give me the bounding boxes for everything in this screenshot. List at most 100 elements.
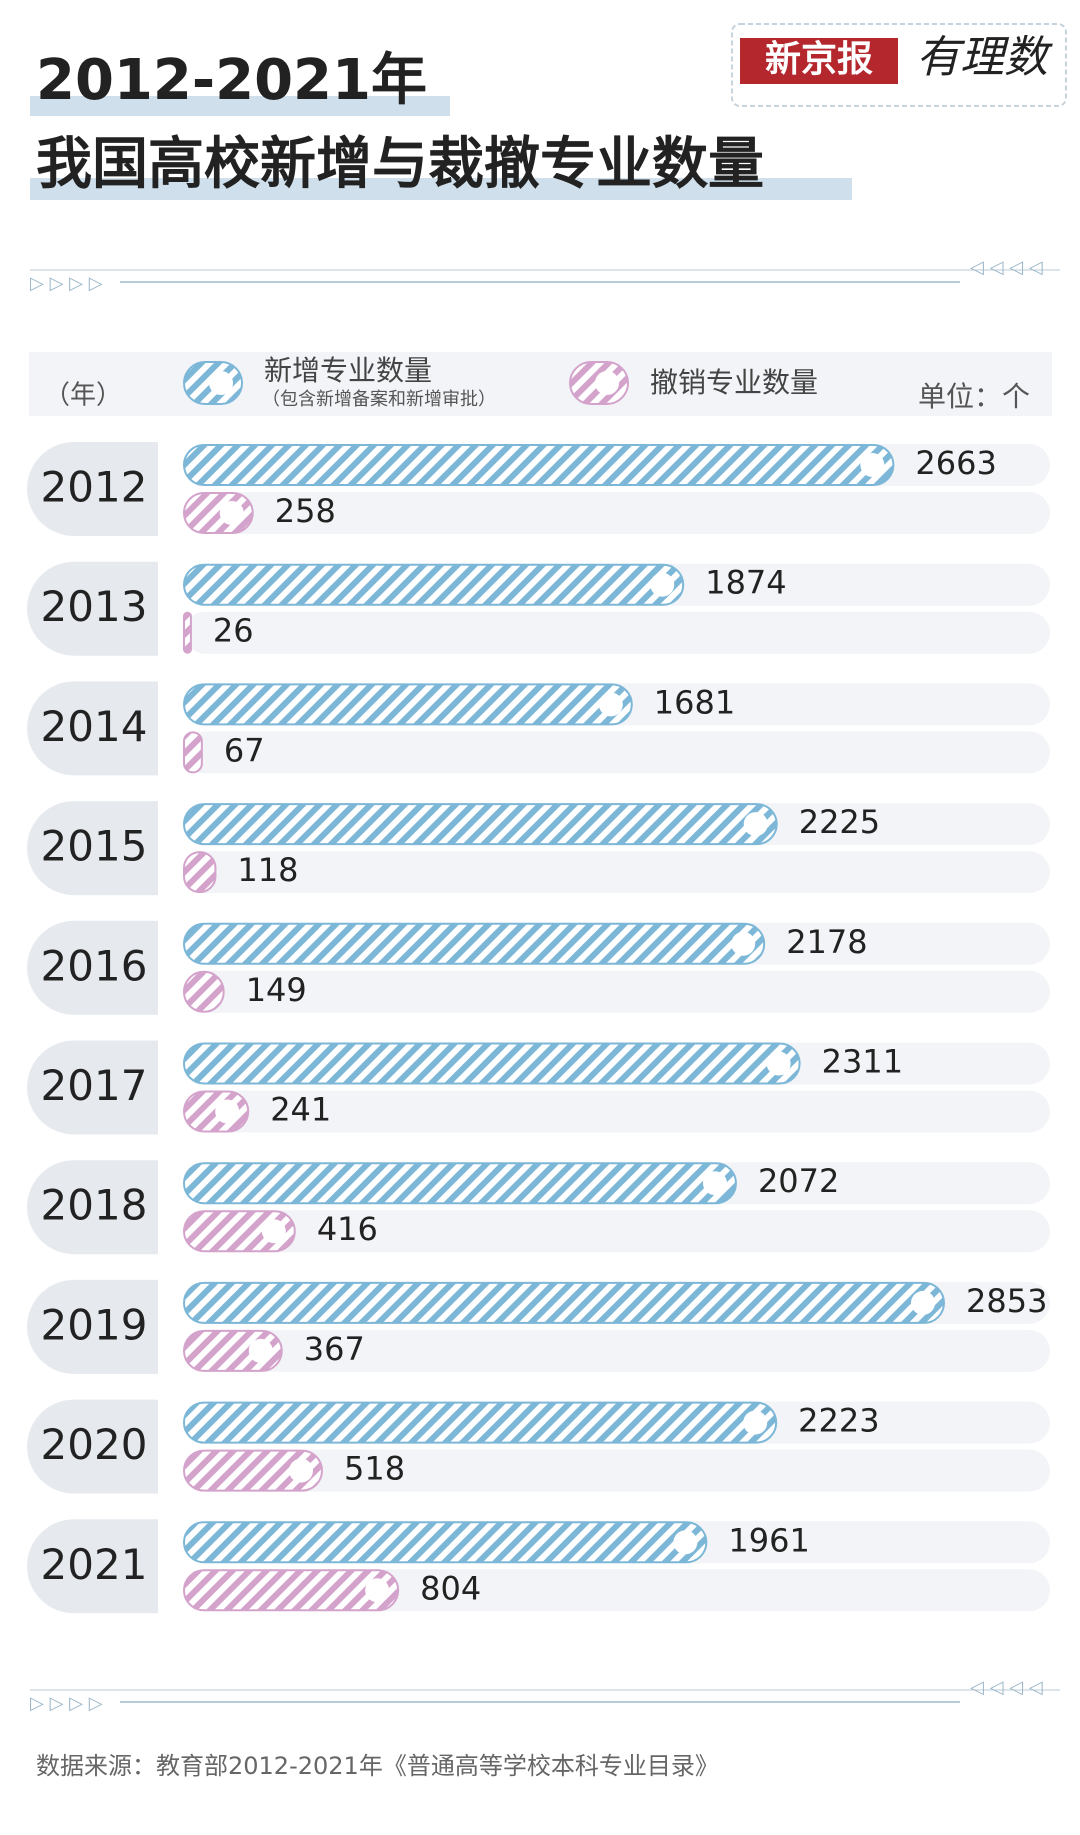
svg-text:▷ ▷ ▷ ▷: ▷ ▷ ▷ ▷	[30, 273, 103, 294]
value-label: 149	[246, 971, 307, 1009]
bar	[183, 803, 778, 846]
y-tick-label: 2016	[41, 941, 148, 990]
bar-end-dot	[288, 1458, 313, 1483]
year-pill	[26, 1519, 158, 1614]
year-pill	[26, 1399, 158, 1494]
value-label: 2223	[798, 1402, 879, 1440]
bar-end-dot	[365, 1578, 390, 1603]
value-label: 118	[237, 851, 298, 889]
unit-label: 单位：个	[918, 380, 1030, 413]
y-tick-label: 2020	[41, 1420, 148, 1469]
value-label: 367	[304, 1330, 365, 1368]
y-tick-label: 2018	[41, 1181, 148, 1230]
bar	[183, 683, 633, 726]
source: 数据来源：教育部2012-2021年《普通高等学校本科专业目录》	[36, 1752, 719, 1780]
bar-end-dot	[860, 453, 885, 477]
value-label: 1961	[728, 1521, 809, 1559]
year-pill	[27, 442, 158, 536]
legend-label: 新增专业数量	[264, 354, 432, 387]
bar-track	[184, 1090, 1050, 1133]
value-label: 258	[275, 492, 336, 530]
bar-end-dot	[731, 931, 756, 956]
legend-swatch-dot	[595, 371, 619, 395]
y-tick-label: 2012	[41, 463, 148, 512]
value-label: 804	[420, 1569, 481, 1607]
bar	[183, 1042, 801, 1085]
bar	[183, 1281, 945, 1324]
bar-end-dot	[248, 1338, 273, 1363]
value-label: 2225	[799, 803, 880, 841]
svg-text:◁ ◁ ◁ ◁: ◁ ◁ ◁ ◁	[970, 1677, 1043, 1698]
brand-sub: 有理数	[916, 32, 1053, 83]
divider-bottom: ▷ ▷ ▷ ▷ ◁ ◁ ◁ ◁	[30, 1677, 1060, 1714]
year-pill	[26, 1040, 158, 1135]
year-pill	[26, 1160, 158, 1255]
bar	[183, 922, 766, 965]
bar	[183, 444, 895, 486]
bar-track	[184, 731, 1050, 774]
bar-track	[184, 611, 1050, 654]
value-label: 2178	[786, 923, 867, 961]
divider-top: ▷ ▷ ▷ ▷ ◁ ◁ ◁ ◁	[30, 257, 1060, 294]
value-label: 26	[213, 612, 254, 650]
bar-end-dot	[598, 692, 623, 717]
value-label: 416	[317, 1210, 378, 1248]
value-label: 2663	[915, 444, 996, 482]
bar-track	[184, 492, 1050, 534]
bar	[183, 563, 685, 606]
bar-end-dot	[911, 1290, 935, 1315]
value-label: 518	[344, 1450, 405, 1488]
bar-track	[184, 1210, 1050, 1253]
legend-swatch-dot	[209, 371, 233, 395]
year-pill	[26, 920, 158, 1015]
legend-band	[29, 352, 1052, 416]
legend-label: 撤销专业数量	[650, 366, 818, 399]
y-tick-label: 2017	[41, 1061, 148, 1110]
y-tick-label: 2021	[41, 1540, 148, 1589]
bar	[183, 731, 203, 774]
value-label: 2311	[822, 1043, 903, 1081]
bar	[183, 611, 192, 654]
bar	[183, 851, 217, 894]
bar-end-dot	[673, 1530, 698, 1555]
y-tick-label: 2015	[41, 822, 148, 871]
year-pill	[27, 681, 158, 776]
y-tick-label: 2019	[41, 1300, 148, 1349]
bar	[183, 1449, 323, 1492]
svg-text:▷ ▷ ▷ ▷: ▷ ▷ ▷ ▷	[30, 1693, 103, 1714]
bar-track	[184, 1449, 1050, 1492]
brand: 新京报	[765, 38, 873, 80]
bar	[183, 1210, 296, 1253]
year-pill	[26, 561, 158, 656]
bar-track	[184, 970, 1050, 1013]
value-label: 1874	[705, 564, 786, 602]
bar	[183, 970, 225, 1013]
value-label: 1681	[654, 683, 735, 721]
bar	[183, 1569, 400, 1612]
title-underline	[30, 96, 450, 116]
y-tick-label: 2014	[41, 702, 148, 751]
bar	[183, 1401, 778, 1444]
value-label: 2853	[966, 1282, 1047, 1320]
chart-subtitle: 我国高校新增与裁撤专业数量	[36, 132, 764, 197]
brand-frame	[731, 23, 1067, 107]
bar-track	[184, 851, 1050, 894]
value-label: 241	[270, 1091, 331, 1129]
bar	[183, 1521, 708, 1564]
legend-note: （包含新增备案和新增审批）	[262, 389, 496, 410]
brand-box	[740, 38, 898, 84]
subtitle-underline	[30, 178, 852, 200]
bar-end-dot	[215, 1099, 240, 1124]
bar-end-dot	[702, 1171, 727, 1196]
bar-end-dot	[766, 1051, 791, 1076]
y-tick-label: 2013	[41, 582, 148, 631]
bar-end-dot	[743, 1410, 768, 1435]
bar-track	[184, 1569, 1050, 1612]
year-pill	[26, 1279, 158, 1374]
value-label: 67	[224, 731, 265, 769]
chart-title: 2012-2021年	[36, 48, 427, 113]
category-axis-label: （年）	[44, 381, 122, 411]
bar-track	[184, 1329, 1050, 1372]
year-pill	[26, 801, 158, 896]
bar-end-dot	[219, 501, 244, 525]
